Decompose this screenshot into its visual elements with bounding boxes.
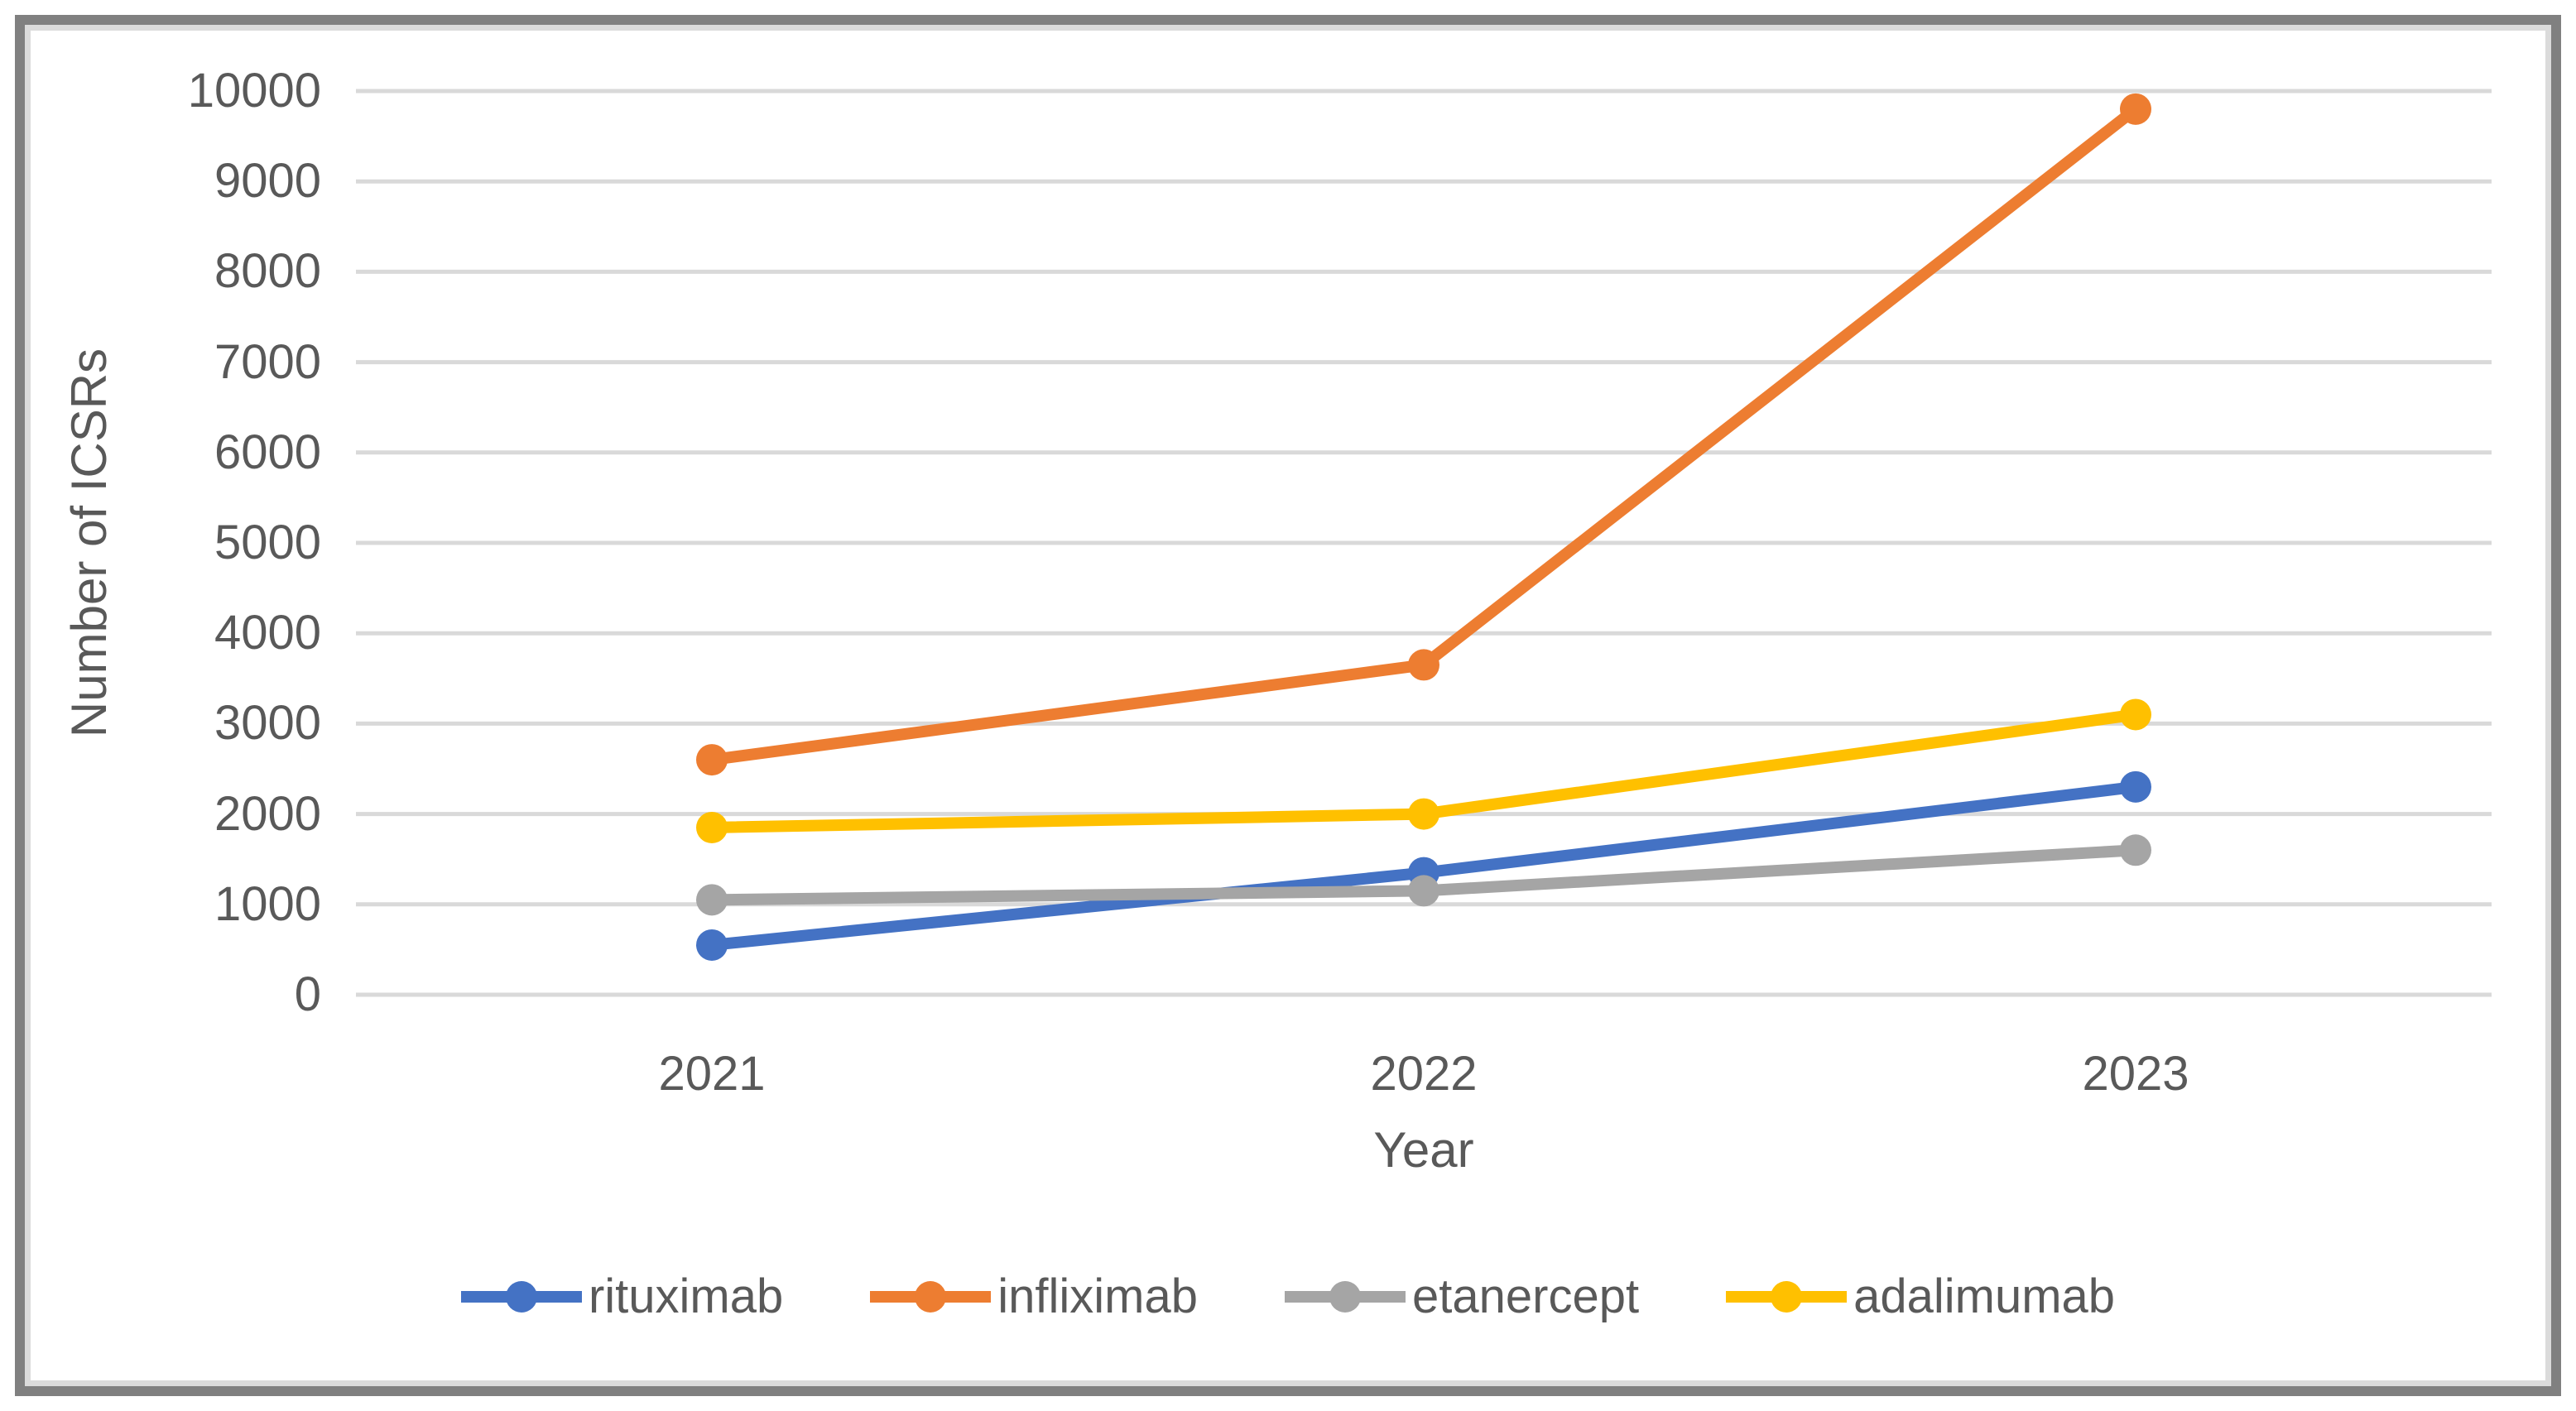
y-tick-label: 0: [294, 967, 321, 1021]
legend-item-rituximab: rituximab: [460, 1265, 784, 1328]
legend-marker-icon: [1726, 1281, 1848, 1313]
y-tick-label: 6000: [214, 425, 321, 479]
y-tick-label: 8000: [214, 244, 321, 299]
y-tick-label: 5000: [214, 516, 321, 569]
legend-item-adalimumab: adalimumab: [1726, 1265, 2115, 1328]
legend: rituximab infliximab etanercept adalimumab: [0, 1264, 2576, 1330]
data-point-adalimumab-2021: [696, 811, 728, 843]
legend-item-etanercept: etanercept: [1285, 1265, 1639, 1328]
data-point-rituximab-2021: [696, 929, 728, 961]
x-tick-label-2022: 2022: [1370, 1047, 1478, 1101]
y-tick-label: 3000: [214, 696, 321, 751]
legend-label: etanercept: [1412, 1269, 1640, 1323]
data-point-infliximab-2023: [2120, 93, 2151, 125]
y-tick-label: 9000: [214, 154, 321, 209]
data-point-rituximab-2023: [2120, 770, 2151, 803]
data-point-adalimumab-2022: [1408, 798, 1439, 830]
x-tick-label-2021: 2021: [658, 1047, 766, 1101]
legend-marker-icon: [1285, 1281, 1406, 1313]
y-tick-label: 2000: [214, 786, 321, 841]
data-point-etanercept-2023: [2120, 834, 2151, 866]
legend-marker-icon: [870, 1281, 992, 1313]
x-tick-label-2023: 2023: [2082, 1047, 2189, 1101]
legend-marker-icon: [460, 1281, 582, 1313]
data-point-infliximab-2021: [696, 744, 728, 776]
legend-label: rituximab: [588, 1269, 784, 1323]
y-tick-label: 7000: [214, 334, 321, 389]
data-point-adalimumab-2023: [2120, 698, 2151, 731]
x-axis-title: Year: [1373, 1122, 1474, 1178]
legend-label: infliximab: [997, 1269, 1198, 1323]
data-point-etanercept-2022: [1408, 875, 1439, 907]
y-tick-label: 10000: [187, 64, 321, 118]
data-point-etanercept-2021: [696, 884, 728, 916]
chart-frame: [15, 15, 2561, 1396]
data-point-infliximab-2022: [1408, 649, 1439, 681]
y-tick-label: 1000: [214, 876, 321, 931]
gridlines-group: [356, 89, 2492, 997]
legend-label: adalimumab: [1853, 1269, 2116, 1323]
series-group: [696, 93, 2151, 961]
y-tick-label: 4000: [214, 606, 321, 660]
legend-item-infliximab: infliximab: [870, 1265, 1198, 1328]
y-axis-title: Number of ICSRs: [61, 348, 117, 738]
